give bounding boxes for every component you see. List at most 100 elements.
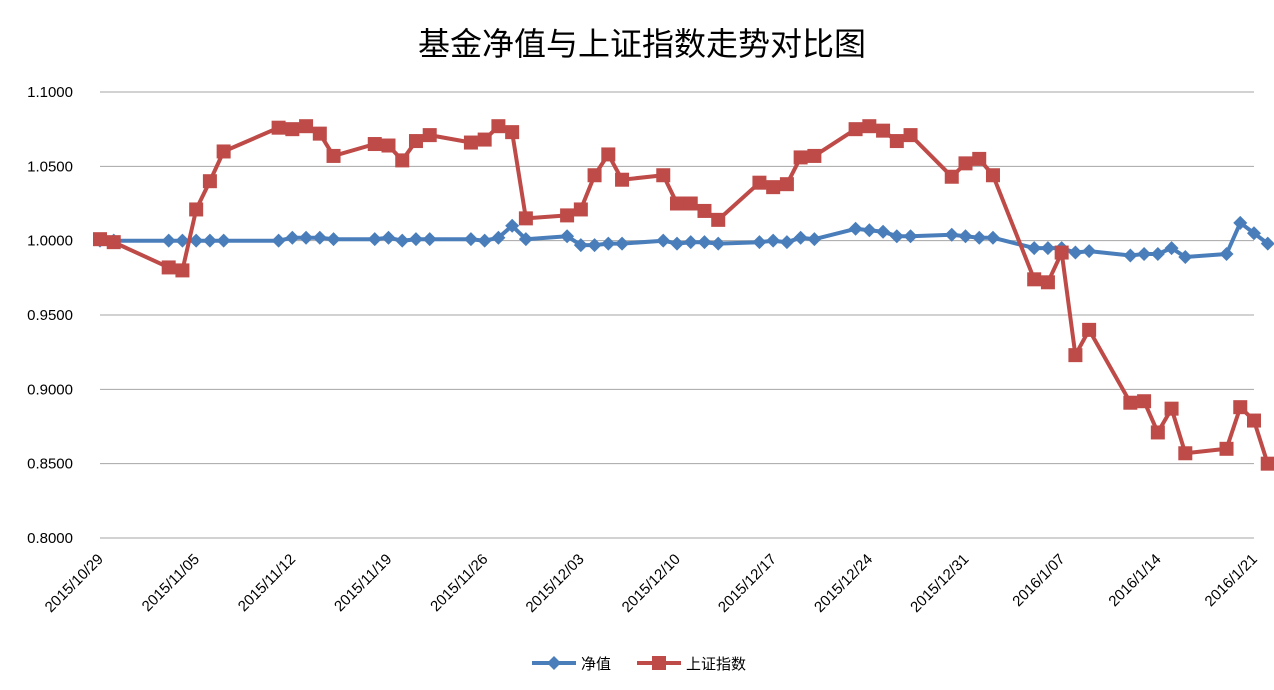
data-point (477, 132, 492, 147)
data-point (656, 233, 671, 248)
data-point (1219, 441, 1234, 456)
data-point (1178, 250, 1193, 265)
data-point (491, 119, 506, 134)
y-tick-label: 0.8000 (27, 530, 73, 547)
series-line (99, 124, 1270, 465)
legend-item: 净值 (532, 655, 611, 673)
data-point (807, 232, 822, 247)
data-point (683, 235, 698, 250)
data-point (1027, 241, 1042, 256)
data-point (367, 137, 382, 152)
data-point (1082, 322, 1097, 337)
legend-marker (652, 656, 666, 670)
data-point (1137, 394, 1152, 409)
chart-title: 基金净值与上证指数走势对比图 (418, 25, 866, 63)
data-point (766, 180, 781, 195)
data-point (381, 138, 396, 153)
data-point (889, 134, 904, 149)
series-layer (93, 119, 1274, 471)
data-point (1123, 395, 1138, 410)
x-axis-ticks: 2015/10/29 2015/11/05 2015/11/12 2015/11/19… (42, 551, 1261, 616)
x-tick-label: 2016/1/07 (1009, 551, 1068, 610)
data-point (862, 223, 877, 238)
data-point (573, 238, 588, 253)
data-point (312, 126, 327, 141)
data-point (518, 232, 533, 247)
data-point (972, 151, 987, 166)
data-point (189, 202, 204, 217)
data-point (161, 260, 176, 275)
y-tick-label: 0.9500 (27, 307, 73, 324)
data-point (889, 229, 904, 244)
data-point (1247, 226, 1261, 241)
data-point (985, 168, 1000, 183)
y-tick-label: 1.0500 (27, 158, 73, 175)
data-point (216, 144, 231, 159)
x-tick-label: 2015/11/19 (331, 551, 395, 615)
data-point (615, 172, 630, 187)
data-point (106, 235, 121, 250)
data-point (1247, 413, 1261, 428)
y-tick-label: 0.8500 (27, 456, 73, 473)
data-point (1054, 245, 1069, 260)
data-point (848, 221, 863, 236)
data-point (876, 123, 891, 138)
x-tick-label: 2016/1/14 (1105, 551, 1164, 610)
legend: 净值 上证指数 (532, 655, 746, 673)
data-point (175, 233, 190, 248)
data-point (697, 203, 712, 218)
data-point (1027, 272, 1042, 287)
data-point (463, 232, 478, 247)
data-point (1040, 241, 1055, 256)
x-tick-label: 2016/1/21 (1202, 551, 1261, 610)
data-point (1233, 400, 1248, 415)
data-point (862, 119, 877, 134)
data-point (848, 122, 863, 137)
data-point (972, 230, 987, 245)
data-point (711, 236, 726, 251)
data-point (560, 229, 575, 244)
data-point (271, 120, 286, 135)
data-point (189, 233, 204, 248)
data-point (422, 232, 437, 247)
data-point (793, 230, 808, 245)
data-point (1123, 248, 1138, 263)
data-point (1150, 425, 1165, 440)
data-point (518, 211, 533, 226)
legend-label: 上证指数 (686, 655, 746, 673)
data-point (161, 233, 176, 248)
data-point (958, 156, 973, 171)
data-point (422, 128, 437, 143)
data-point (395, 233, 410, 248)
data-point (1233, 215, 1248, 230)
data-point (175, 263, 190, 278)
legend-label: 净值 (581, 655, 611, 673)
x-tick-label: 2015/12/31 (907, 551, 972, 616)
data-point (463, 135, 478, 150)
data-point (395, 153, 410, 168)
x-tick-label: 2015/11/05 (139, 551, 203, 615)
data-point (807, 148, 822, 163)
data-point (1137, 247, 1152, 262)
data-point (1082, 244, 1097, 259)
data-point (766, 233, 781, 248)
data-point (202, 174, 217, 189)
x-tick-label: 2015/11/12 (235, 551, 299, 615)
data-point (408, 232, 423, 247)
data-point (697, 235, 712, 250)
data-point (683, 196, 698, 211)
data-point (1040, 275, 1055, 290)
x-tick-label: 2015/10/29 (42, 551, 107, 616)
data-point (367, 232, 382, 247)
data-point (505, 218, 520, 233)
data-point (793, 150, 808, 165)
data-point (1068, 348, 1083, 363)
x-tick-label: 2015/11/26 (427, 551, 491, 615)
x-tick-label: 2015/12/24 (811, 551, 876, 616)
legend-item: 上证指数 (637, 655, 746, 673)
data-point (601, 236, 616, 251)
data-point (326, 232, 341, 247)
data-point (1150, 247, 1165, 262)
data-point (560, 208, 575, 223)
